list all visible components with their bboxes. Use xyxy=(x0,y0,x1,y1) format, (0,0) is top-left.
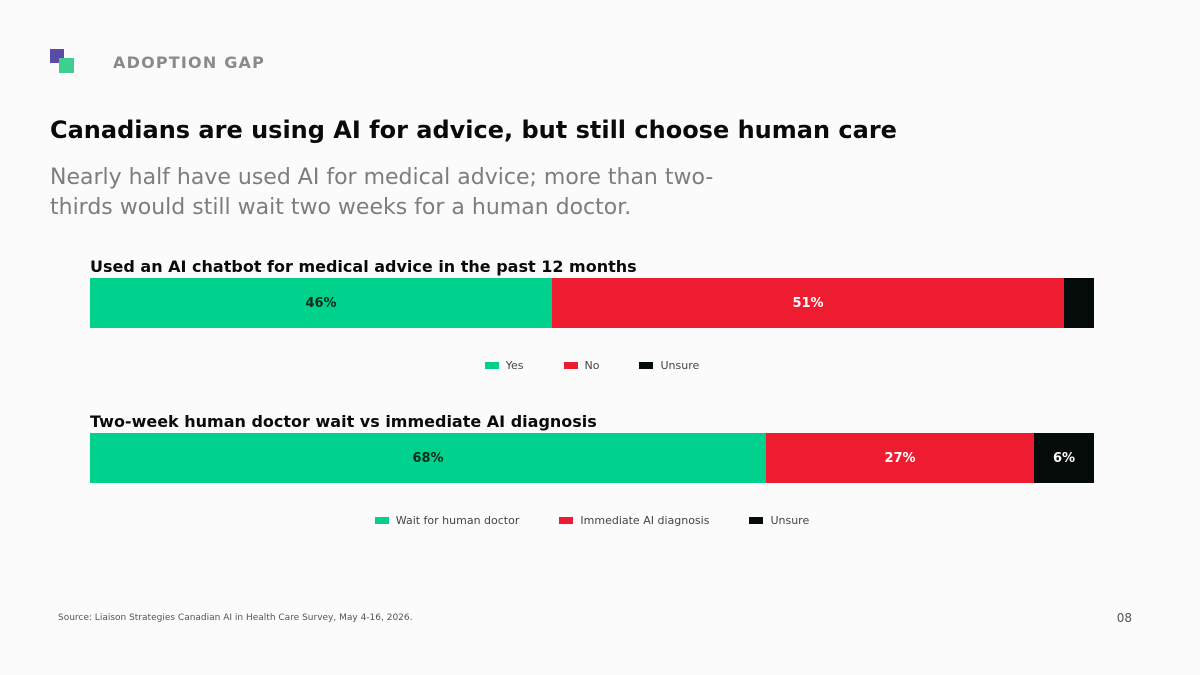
legend-swatch xyxy=(374,516,389,524)
data-label-yes: 46% xyxy=(305,295,337,311)
legend-swatch xyxy=(484,361,499,369)
page-title: Canadians are using AI for advice, but s… xyxy=(50,116,897,144)
chart-title: Two-week human doctor wait vs immediate … xyxy=(90,412,597,431)
bar-segment-unsure: 6% xyxy=(1034,433,1094,483)
legend-label: Immediate AI diagnosis xyxy=(580,513,710,527)
brand-logo xyxy=(50,49,74,73)
chart-ai-chatbot-usage: Used an AI chatbot for medical advice in… xyxy=(90,256,1094,372)
section-label: ADOPTION GAP xyxy=(113,53,266,72)
legend-label: Unsure xyxy=(770,513,810,527)
data-label-immediate-ai-diagnosis: 27% xyxy=(884,450,916,466)
legend-swatch xyxy=(639,361,654,369)
chart-doctor-vs-ai: Two-week human doctor wait vs immediate … xyxy=(90,411,1094,527)
data-label-wait-for-human-doctor: 68% xyxy=(412,450,444,466)
legend-swatch xyxy=(749,516,764,524)
data-label-no: 51% xyxy=(792,295,824,311)
legend-label: Yes xyxy=(505,358,524,372)
bar-segment-yes: 46% xyxy=(90,278,552,328)
page-number: 08 xyxy=(1116,611,1132,625)
bar-segment-immediate-ai-diagnosis: 27% xyxy=(766,433,1034,483)
legend-swatch xyxy=(563,361,578,369)
legend-label: Unsure xyxy=(660,358,700,372)
chart-legend: Yes No Unsure xyxy=(90,358,1094,372)
bar-segment-wait-for-human-doctor: 68% xyxy=(90,433,766,483)
stacked-bar: 46% 51% xyxy=(90,278,1094,328)
page-subtitle: Nearly half have used AI for medical adv… xyxy=(50,165,714,220)
legend-item-unsure: Unsure xyxy=(749,514,809,527)
chart-legend: Wait for human doctor Immediate AI diagno… xyxy=(90,513,1094,527)
source-note: Source: Liaison Strategies Canadian AI i… xyxy=(58,613,413,623)
logo-square-green xyxy=(59,58,74,73)
bar-segment-unsure xyxy=(1064,278,1094,328)
legend-label: No xyxy=(584,358,600,372)
bar-segment-no: 51% xyxy=(552,278,1064,328)
legend-label: Wait for human doctor xyxy=(395,513,520,527)
legend-item-no: No xyxy=(563,358,600,372)
legend-swatch xyxy=(559,516,574,524)
legend-item-unsure: Unsure xyxy=(639,359,699,372)
legend-item-yes: Yes xyxy=(484,358,524,372)
data-label-unsure: 6% xyxy=(1052,450,1076,466)
legend-item-immediate-ai-diagnosis: Immediate AI diagnosis xyxy=(559,514,709,527)
chart-title: Used an AI chatbot for medical advice in… xyxy=(90,257,637,276)
legend-item-wait-for-human-doctor: Wait for human doctor xyxy=(374,513,520,527)
stacked-bar: 68% 27% 6% xyxy=(90,433,1094,483)
